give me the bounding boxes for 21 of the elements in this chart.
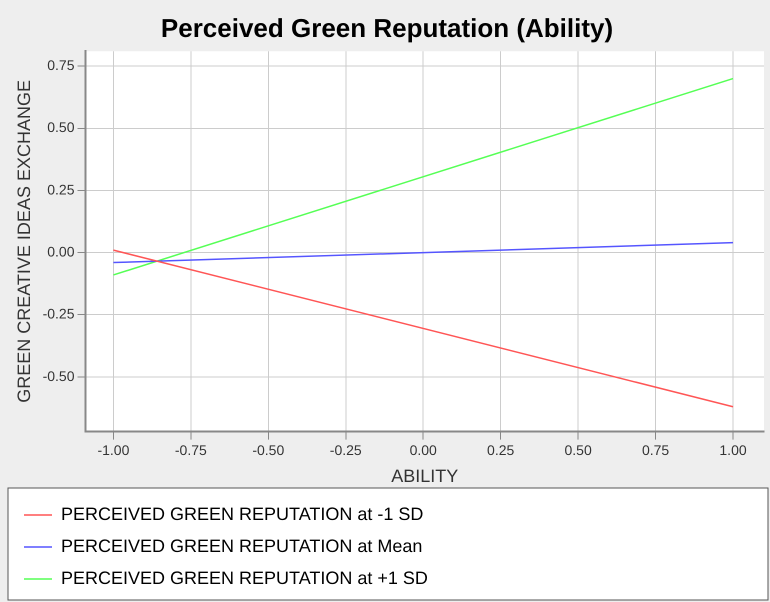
x-tick-label: 0.25 [487, 442, 514, 458]
x-axis-title: ABILITY [391, 466, 458, 486]
chart-title: Perceived Green Reputation (Ability) [160, 12, 614, 43]
y-tick-label: 0.75 [47, 56, 75, 73]
x-tick-label: -0.50 [252, 442, 284, 458]
x-tick-label: -0.25 [330, 442, 362, 458]
x-tick-label: 0.75 [642, 442, 670, 458]
x-tick-label: 0.50 [564, 442, 592, 458]
y-tick-label: 0.00 [47, 243, 75, 260]
legend-label: PERCEIVED GREEN REPUTATION at +1 SD [61, 568, 428, 588]
x-tick-label: -1.00 [97, 442, 130, 458]
y-tick-label: 0.50 [47, 119, 75, 136]
x-tick-label: 0.00 [410, 442, 438, 458]
x-tick-label: -0.75 [174, 442, 208, 458]
y-axis-title: GREEN CREATIVE IDEAS EXCHANGE [14, 80, 34, 403]
x-tick-label: 1.00 [719, 442, 747, 458]
legend-label: PERCEIVED GREEN REPUTATION at Mean [61, 536, 422, 556]
y-tick-label: 0.25 [47, 181, 75, 198]
y-tick-label: -0.50 [42, 368, 75, 384]
legend-label: PERCEIVED GREEN REPUTATION at -1 SD [61, 504, 424, 524]
y-tick-label: -0.25 [42, 306, 75, 322]
